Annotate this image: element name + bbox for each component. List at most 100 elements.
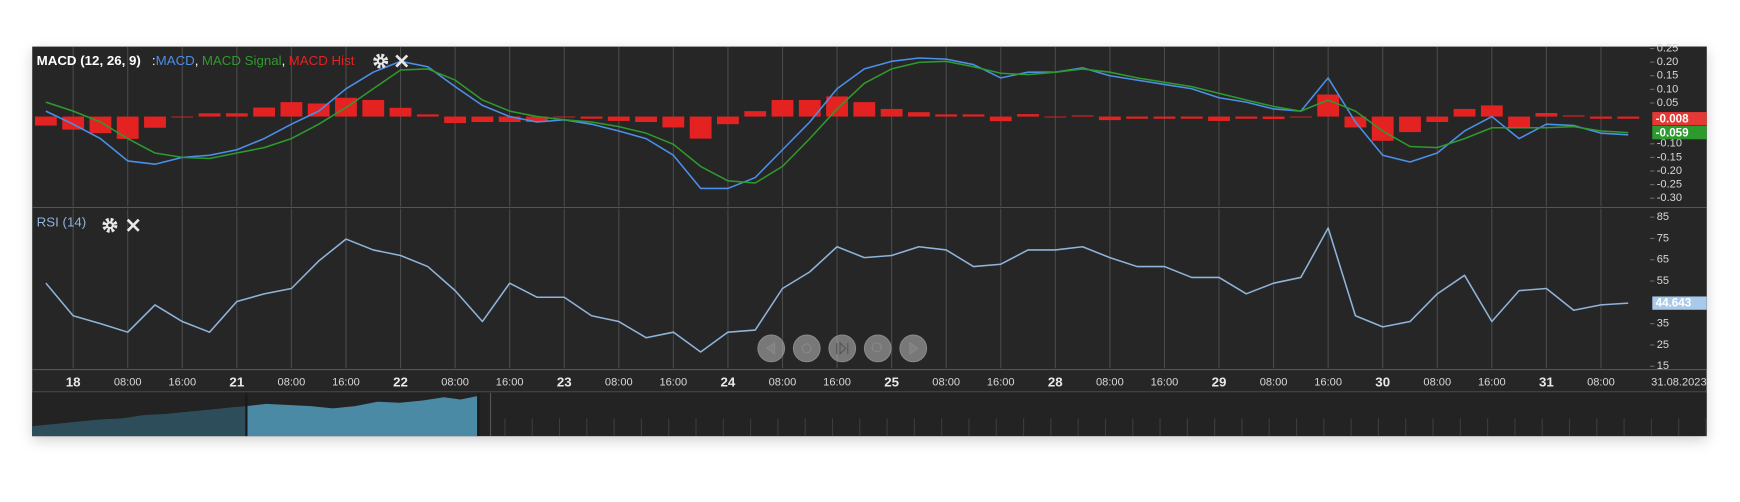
x-tick-label: 16:00 bbox=[659, 377, 687, 389]
scroll-right-button[interactable] bbox=[899, 334, 928, 363]
hist-bar bbox=[771, 99, 794, 117]
x-tick-label: 16:00 bbox=[496, 377, 524, 389]
x-tick-label: 16:00 bbox=[823, 377, 851, 389]
hist-bar bbox=[580, 116, 603, 119]
value-badge-label: -0.059 bbox=[1656, 126, 1690, 139]
x-tick-label: 16:00 bbox=[987, 377, 1015, 389]
navigator-area bbox=[32, 406, 247, 437]
hist-bar bbox=[853, 102, 876, 117]
series-line bbox=[45, 227, 1629, 353]
x-tick-label: 08:00 bbox=[441, 377, 469, 389]
y-tick-label: 0.10 bbox=[1657, 83, 1679, 95]
hist-bar bbox=[989, 116, 1012, 122]
settings-icon[interactable] bbox=[102, 217, 118, 233]
hist-bar bbox=[935, 114, 958, 117]
x-tick-label: 29 bbox=[1212, 374, 1227, 389]
x-tick-label: 23 bbox=[557, 374, 572, 389]
y-tick-label: 0.25 bbox=[1657, 42, 1679, 54]
x-tick-label: 08:00 bbox=[1096, 377, 1124, 389]
hist-bar bbox=[1262, 116, 1285, 120]
labels: 0.25 0.20 0.150.10 0.05 -0.10-0.15 -0.20 -0.25… bbox=[37, 42, 1707, 389]
legend-separator: , bbox=[195, 53, 199, 68]
close-icon[interactable] bbox=[126, 218, 140, 232]
legend-entry: MACD Signal bbox=[202, 53, 282, 68]
hist-bar bbox=[198, 113, 221, 117]
date-label: 31.08.2023 bbox=[1651, 377, 1706, 389]
hist-bar bbox=[444, 116, 467, 124]
value-badge-label: 44.643 bbox=[1656, 297, 1692, 310]
x-tick-label: 24 bbox=[721, 374, 736, 389]
hist-bar bbox=[362, 99, 385, 117]
x-tick-label: 08:00 bbox=[932, 377, 960, 389]
hist-bar bbox=[607, 116, 630, 121]
pane-title: RSI (14) bbox=[37, 215, 87, 230]
y-tick-label: -0.20 bbox=[1657, 165, 1682, 177]
hist-bar bbox=[144, 116, 166, 128]
y-tick-label: -0.10 bbox=[1657, 138, 1682, 150]
hist-bar bbox=[717, 116, 739, 125]
y-tick-label: 0.05 bbox=[1657, 97, 1679, 109]
hist-bar bbox=[880, 108, 903, 117]
hist-bar bbox=[471, 116, 494, 123]
reset-button[interactable] bbox=[828, 334, 857, 363]
hist-bar bbox=[1480, 105, 1503, 117]
hist-bar bbox=[962, 114, 985, 117]
hist-bar bbox=[526, 116, 548, 123]
x-tick-label: 31 bbox=[1539, 374, 1554, 389]
hist-bar bbox=[553, 116, 576, 118]
zoom-out-button[interactable] bbox=[792, 334, 821, 363]
hist-bar bbox=[1562, 115, 1585, 117]
hist-bar bbox=[689, 116, 712, 139]
y-tick-label: 0.20 bbox=[1657, 56, 1679, 68]
scroll-left-button[interactable] bbox=[757, 334, 786, 363]
hist-bar bbox=[171, 116, 194, 118]
x-tick-label: 08:00 bbox=[605, 377, 633, 389]
legend-entry: MACD bbox=[156, 53, 195, 68]
legend-entry: MACD Hist bbox=[289, 53, 355, 68]
hist-bar bbox=[1098, 116, 1121, 121]
hist-bar bbox=[1317, 94, 1340, 117]
hist-bar bbox=[416, 114, 439, 117]
hist-bar bbox=[1289, 116, 1312, 118]
settings-icon[interactable] bbox=[373, 53, 389, 69]
hist-bar bbox=[1235, 116, 1258, 119]
y-tick-label: -0.25 bbox=[1657, 179, 1682, 191]
x-tick-label: 30 bbox=[1375, 374, 1390, 389]
x-tick-label: 28 bbox=[1048, 374, 1063, 389]
zoom-in-button[interactable] bbox=[863, 334, 892, 363]
hist-bar bbox=[662, 116, 685, 128]
hist-bar bbox=[1017, 114, 1039, 117]
x-tick-label: 22 bbox=[393, 374, 408, 389]
hist-bar bbox=[1126, 116, 1149, 119]
marks bbox=[34, 57, 1640, 353]
pane-legend: MACD (12, 26, 9):MACD, MACD Signal, MACD H… bbox=[37, 53, 355, 68]
x-tick-label: 08:00 bbox=[1260, 377, 1288, 389]
hist-bar bbox=[1590, 116, 1612, 119]
y-tick-label: 0.15 bbox=[1657, 70, 1679, 82]
nav-buttons bbox=[757, 334, 928, 363]
hist-bar bbox=[389, 107, 412, 117]
x-tick-label: 08:00 bbox=[278, 377, 306, 389]
legend-separator: , bbox=[282, 53, 286, 68]
close-icon[interactable] bbox=[395, 54, 409, 68]
x-tick-label: 16:00 bbox=[1478, 377, 1506, 389]
x-tick-label: 08:00 bbox=[769, 377, 797, 389]
x-tick-label: 16:00 bbox=[1314, 377, 1342, 389]
hist-bar bbox=[1071, 115, 1094, 117]
y-tick-label: 25 bbox=[1657, 339, 1669, 351]
hist-bar bbox=[253, 107, 276, 117]
x-tick-label: 25 bbox=[884, 374, 899, 389]
x-tick-label: 21 bbox=[229, 374, 244, 389]
series-line bbox=[45, 60, 1629, 184]
hist-bar bbox=[1426, 116, 1449, 123]
hist-bar bbox=[34, 116, 57, 126]
value-badge bbox=[1652, 112, 1707, 126]
hist-bar bbox=[1508, 116, 1531, 128]
value-badge bbox=[1652, 296, 1707, 310]
y-tick-label: 55 bbox=[1657, 275, 1669, 287]
hist-bar bbox=[1044, 116, 1067, 118]
navigator-selection[interactable] bbox=[246, 396, 478, 437]
y-tick-label: 75 bbox=[1657, 232, 1669, 244]
y-tick-label: 35 bbox=[1657, 318, 1669, 330]
